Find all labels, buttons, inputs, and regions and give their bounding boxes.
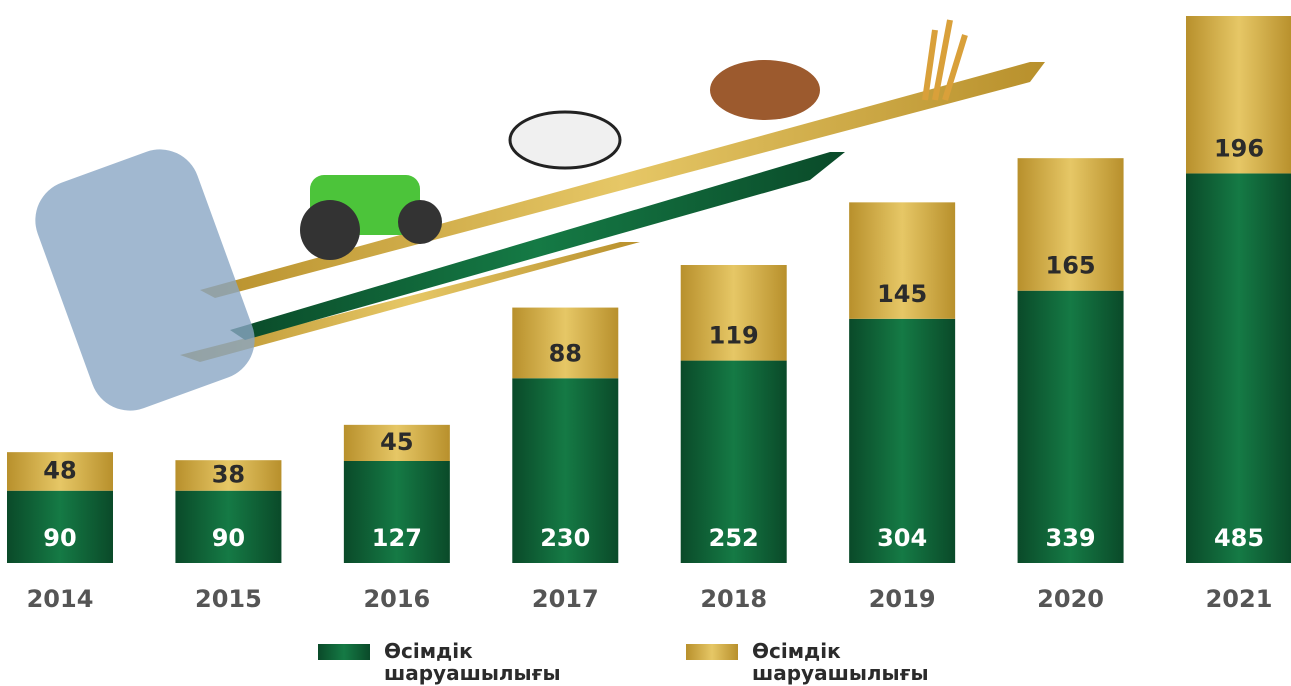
bar-segment (1017, 158, 1124, 291)
value-label: 48 (43, 456, 76, 484)
legend-label: Өсімдік шаруашылығы (752, 639, 929, 685)
decoration (35, 19, 1045, 411)
legend-item: Өсімдік шаруашылығы (686, 639, 929, 685)
bar-segment (680, 265, 787, 361)
legend-swatch (318, 644, 370, 660)
value-label: 90 (43, 524, 76, 552)
x-tick-label: 2019 (869, 585, 936, 613)
bar-segment (680, 360, 787, 563)
x-tick-label: 2018 (700, 585, 767, 613)
x-tick-label: 2015 (195, 585, 262, 613)
bar-segment (7, 452, 113, 491)
bar-segment (175, 490, 282, 563)
value-label: 304 (877, 524, 927, 552)
value-label: 90 (212, 524, 245, 552)
bar-segment (512, 378, 619, 563)
bar-segment (849, 318, 956, 563)
bar-segment (1017, 290, 1124, 563)
bar-segment (175, 460, 282, 491)
x-tick-label: 2017 (532, 585, 599, 613)
bar-segment (343, 460, 450, 563)
bar-segment (1186, 16, 1291, 174)
value-label: 88 (549, 339, 582, 367)
legend-item: Өсімдік шаруашылығы (318, 639, 561, 685)
value-label: 252 (709, 524, 759, 552)
legend-swatch (686, 644, 738, 660)
value-label: 339 (1046, 524, 1096, 552)
legend-label: Өсімдік шаруашылығы (384, 639, 561, 685)
value-label: 145 (877, 280, 927, 308)
x-tick-label: 2021 (1206, 585, 1273, 613)
value-label: 119 (709, 322, 759, 350)
bar-segment (7, 490, 113, 563)
value-label: 45 (380, 428, 413, 456)
bar-segment (1186, 173, 1291, 564)
bar-segment (512, 307, 619, 379)
value-label: 38 (212, 460, 245, 488)
value-label: 485 (1214, 524, 1264, 552)
value-label: 196 (1214, 134, 1264, 162)
x-tick-label: 2014 (27, 585, 94, 613)
bar-segment (849, 202, 956, 319)
value-label: 165 (1046, 252, 1096, 280)
x-tick-label: 2016 (363, 585, 430, 613)
bar-segment (343, 424, 450, 461)
value-label: 230 (540, 524, 590, 552)
x-tick-label: 2020 (1037, 585, 1104, 613)
value-label: 127 (372, 524, 422, 552)
